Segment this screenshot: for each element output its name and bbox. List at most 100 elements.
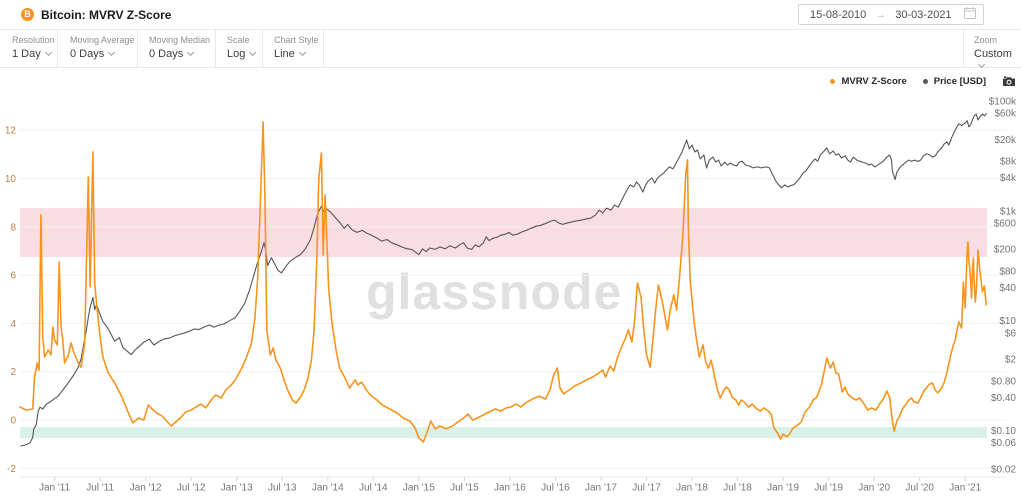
z-axis-label: 10 (5, 174, 17, 185)
value-zone-bands (20, 207, 987, 439)
moving-average-label: Moving Average (70, 35, 135, 45)
page-title: Bitcoin: MVRV Z-Score (41, 8, 172, 22)
chart-container: MVRV Z-Score Price [USD] glassnode Jan '… (0, 68, 1021, 499)
toolbar-divider (57, 30, 58, 68)
price-axis-label: $80 (999, 267, 1016, 278)
chart-style-label: Chart Style (274, 35, 319, 45)
date-from-value[interactable]: 15-08-2010 (810, 8, 867, 21)
scale-value: Log (227, 48, 246, 60)
toolbar-divider (262, 30, 263, 68)
gridlines (20, 129, 1007, 469)
price-series-dot-icon (922, 79, 928, 84)
legend-label: Price [USD] (933, 76, 986, 87)
x-axis-label: Jul '14 (359, 483, 388, 494)
price-axis-label: $100k (989, 97, 1017, 108)
x-axis-label: Jul '16 (541, 483, 570, 494)
price-axis-label: $40 (999, 283, 1016, 294)
price-axis-label: $0.40 (991, 393, 1016, 404)
mvrv-series-dot-icon (830, 79, 836, 84)
chart-toolbar: Resolution 1 Day Moving Average 0 Days M… (0, 30, 1021, 69)
toolbar-divider (323, 30, 324, 68)
z-axis-label: -2 (7, 464, 16, 475)
chevron-down-icon (298, 48, 306, 57)
z-axis-label: 4 (10, 319, 16, 330)
z-axis-label: 0 (10, 416, 16, 427)
x-axis-label: Jan '21 (949, 483, 981, 494)
x-axis-label: Jan '12 (130, 483, 162, 494)
legend-item-mvrv-zscore[interactable]: MVRV Z-Score (830, 76, 907, 87)
chevron-down-icon (977, 60, 986, 69)
x-axis-label: Jul '15 (450, 483, 479, 494)
glassnode-watermark: glassnode (366, 264, 623, 320)
mvrv-zscore-line (19, 121, 988, 443)
x-axis-label: Jan '18 (676, 483, 708, 494)
date-range-arrow-icon: → (875, 8, 887, 21)
x-axis-label: Jan '15 (403, 483, 435, 494)
zoom-label: Zoom (974, 35, 998, 45)
x-axis-label: Jan '20 (858, 483, 890, 494)
price-axis-label: $600 (994, 218, 1017, 229)
chart-style-dropdown[interactable]: Chart Style Line (274, 30, 319, 68)
price-axis-label: $20k (994, 135, 1017, 146)
x-axis-label: Jul '12 (177, 483, 206, 494)
price-usd-line (20, 113, 987, 447)
x-axis-label: Jan '16 (494, 483, 526, 494)
scale-label: Scale (227, 35, 250, 45)
z-axis-label: 2 (10, 367, 16, 378)
chevron-down-icon (187, 48, 195, 57)
x-axis-label: Jul '13 (268, 483, 297, 494)
x-axis-label: Jan '17 (585, 483, 617, 494)
camera-screenshot-button[interactable] (1002, 76, 1016, 87)
chevron-down-icon (108, 48, 116, 57)
date-to-value[interactable]: 30-03-2021 (895, 8, 952, 21)
x-axis-label: Jul '19 (814, 483, 843, 494)
price-axis-label: $0.80 (991, 376, 1016, 387)
price-axis-label: $10 (999, 316, 1016, 327)
chart-style-value: Line (274, 48, 295, 60)
price-axis-label: $8k (1000, 157, 1017, 168)
price-axis-label: $2 (1005, 354, 1017, 365)
price-axis-label: $6 (1005, 328, 1017, 339)
price-axis-label: $0.06 (991, 438, 1016, 449)
x-axis-label: Jul '11 (86, 483, 114, 494)
z-axis-label: 8 (10, 222, 16, 233)
moving-average-dropdown[interactable]: Moving Average 0 Days (70, 30, 134, 68)
zoom-value: Custom (974, 48, 1012, 60)
x-axis-label: Jan '14 (312, 483, 344, 494)
chart-header: B Bitcoin: MVRV Z-Score 15-08-2010 → 30-… (0, 0, 1021, 30)
legend-label: MVRV Z-Score (841, 76, 907, 87)
toolbar-divider (963, 30, 964, 68)
undervalued-zone (20, 427, 987, 439)
x-axis: Jan '11 Jul '11 Jan '12 Jul '12 Jan '13 Jul '… (20, 476, 1007, 494)
date-range-picker[interactable]: 15-08-2010 → 30-03-2021 (798, 4, 984, 25)
chart-legend: MVRV Z-Score Price [USD] (830, 76, 1016, 87)
resolution-dropdown[interactable]: Resolution 1 Day (12, 30, 55, 68)
z-axis-label: 6 (10, 271, 16, 282)
left-axis-labels: -2 0 2 4 6 8 10 12 (5, 126, 17, 475)
x-axis-label: Jan '13 (221, 483, 253, 494)
price-axis-label: $0.02 (991, 464, 1016, 475)
resolution-label: Resolution (12, 35, 55, 45)
legend-item-price-usd[interactable]: Price [USD] (922, 76, 986, 87)
right-axis-labels: $100k$60k$20k$8k$4k$1k$600$200$80$40$10$… (989, 97, 1017, 476)
price-axis-label: $4k (1000, 173, 1017, 184)
chevron-down-icon (44, 48, 52, 57)
x-axis-label: Jul '17 (632, 483, 661, 494)
chart-plot[interactable]: Jan '11 Jul '11 Jan '12 Jul '12 Jan '13 Jul '… (0, 68, 1021, 499)
calendar-icon[interactable] (964, 7, 976, 22)
bitcoin-icon: B (21, 8, 34, 21)
x-axis-label: Jul '18 (723, 483, 752, 494)
zoom-dropdown[interactable]: Zoom Custom (974, 30, 1021, 69)
scale-dropdown[interactable]: Scale Log (227, 30, 257, 68)
chevron-down-icon (249, 48, 257, 57)
camera-icon (1003, 76, 1015, 86)
z-axis-label: 12 (5, 126, 17, 137)
overvalued-zone (20, 207, 987, 257)
price-axis-label: $200 (994, 245, 1017, 256)
moving-average-value: 0 Days (70, 48, 105, 60)
x-axis-label: Jul '20 (905, 483, 934, 494)
moving-median-dropdown[interactable]: Moving Median 0 Days (149, 30, 210, 68)
price-axis-label: $0.10 (991, 426, 1016, 437)
toolbar-divider (137, 30, 138, 68)
